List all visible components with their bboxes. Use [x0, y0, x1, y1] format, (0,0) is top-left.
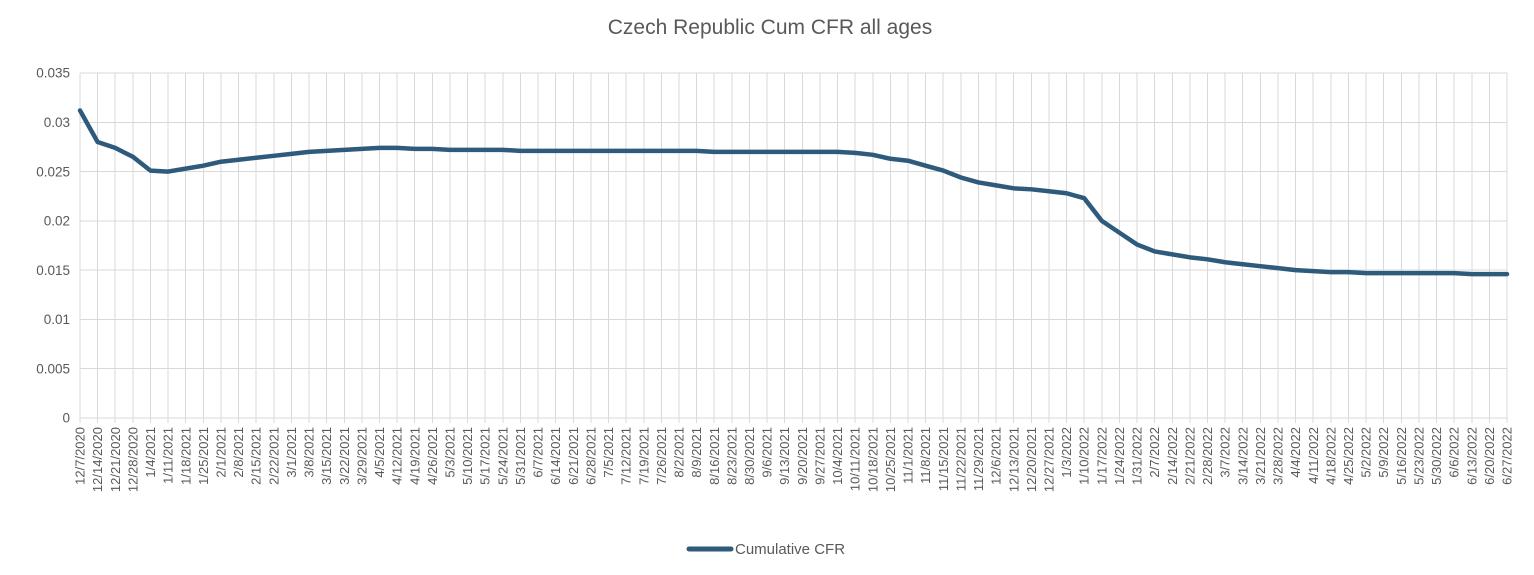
- x-tick-label: 2/8/2021: [231, 427, 246, 478]
- axis-layer: 0 0.005 0.01 0.015 0.02 0.025 0.03 0.035 12/7/20…: [36, 66, 1514, 492]
- chart-title: Czech Republic Cum CFR all ages: [608, 16, 932, 39]
- x-tick-label: 4/4/2022: [1288, 427, 1303, 478]
- x-tick-label: 3/29/2021: [354, 427, 369, 485]
- x-tick-label: 1/4/2021: [143, 427, 158, 478]
- x-tick-label: 2/28/2022: [1200, 427, 1215, 485]
- x-tick-label: 5/10/2021: [460, 427, 475, 485]
- x-tick-label: 1/18/2021: [178, 427, 193, 485]
- x-tick-label: 6/14/2021: [548, 427, 563, 485]
- x-tick-label: 2/15/2021: [249, 427, 264, 485]
- x-tick-label: 9/27/2021: [812, 427, 827, 485]
- cumulative-cfr-line: [77, 108, 1510, 277]
- series-layer: [77, 108, 1510, 277]
- x-tick-label: 11/29/2021: [971, 427, 986, 491]
- x-tick-label: 11/1/2021: [901, 427, 916, 484]
- x-tick-label: 6/21/2021: [566, 427, 581, 485]
- x-tick-label: 7/5/2021: [601, 427, 616, 478]
- x-tick-label: 6/20/2022: [1482, 427, 1497, 485]
- x-tick-label: 7/26/2021: [654, 427, 669, 485]
- x-tick-label: 6/7/2021: [531, 427, 546, 478]
- x-tick-label: 3/21/2022: [1253, 427, 1268, 485]
- x-tick-label: 5/31/2021: [513, 427, 528, 485]
- x-tick-label: 1/17/2022: [1094, 427, 1109, 485]
- x-tick-label: 5/9/2022: [1376, 427, 1391, 478]
- x-tick-label: 12/14/2020: [90, 427, 105, 492]
- x-tick-label: 7/19/2021: [636, 427, 651, 485]
- x-tick-label: 10/25/2021: [883, 427, 898, 492]
- x-tick-label: 3/28/2022: [1271, 427, 1286, 485]
- x-tick-label: 4/12/2021: [390, 427, 405, 485]
- x-tick-label: 8/23/2021: [724, 427, 739, 485]
- x-tick-label: 6/27/2022: [1500, 427, 1515, 485]
- x-tick-label: 5/3/2021: [443, 427, 458, 478]
- grid-layer: [79, 72, 1508, 419]
- x-tick-label: 1/10/2022: [1077, 427, 1092, 485]
- x-tick-label: 10/11/2021: [848, 427, 863, 491]
- x-tick-label: 12/6/2021: [989, 427, 1004, 485]
- x-tick-label: 8/9/2021: [689, 427, 704, 478]
- x-tick-label: 3/15/2021: [319, 427, 334, 485]
- x-tick-label: 4/25/2022: [1341, 427, 1356, 485]
- x-tick-label: 11/22/2021: [953, 427, 968, 491]
- x-tick-label: 5/24/2021: [495, 427, 510, 485]
- x-tick-label: 9/13/2021: [777, 427, 792, 485]
- x-tick-label: 3/14/2022: [1235, 427, 1250, 485]
- y-tick-label: 0.02: [44, 214, 70, 229]
- x-tick-label: 5/2/2022: [1359, 427, 1374, 478]
- y-tick-label: 0.035: [36, 66, 70, 81]
- x-tick-label: 11/8/2021: [918, 427, 933, 484]
- x-tick-label: 2/7/2022: [1147, 427, 1162, 478]
- x-tick-label: 8/2/2021: [672, 427, 687, 478]
- x-tick-label: 6/6/2022: [1447, 427, 1462, 478]
- x-tick-label: 7/12/2021: [619, 427, 634, 485]
- x-tick-label: 12/13/2021: [1006, 427, 1021, 492]
- x-tick-label: 9/6/2021: [760, 427, 775, 478]
- x-tick-label: 1/24/2022: [1112, 427, 1127, 485]
- y-tick-label: 0: [62, 411, 70, 426]
- x-tick-label: 6/28/2021: [583, 427, 598, 485]
- x-tick-label: 12/7/2020: [73, 427, 88, 485]
- x-tick-label: 11/15/2021: [936, 427, 951, 491]
- legend-label: Cumulative CFR: [735, 541, 845, 558]
- x-tick-label: 5/17/2021: [478, 427, 493, 485]
- y-tick-label: 0.03: [44, 115, 70, 130]
- legend: Cumulative CFR: [686, 541, 845, 558]
- x-tick-label: 1/25/2021: [196, 427, 211, 485]
- x-tick-label: 12/28/2020: [125, 427, 140, 492]
- x-tick-label: 3/1/2021: [284, 427, 299, 478]
- x-tick-label: 1/3/2022: [1059, 427, 1074, 478]
- y-tick-label: 0.01: [44, 312, 70, 327]
- x-tick-label: 3/7/2022: [1218, 427, 1233, 478]
- x-tick-label: 5/30/2022: [1429, 427, 1444, 485]
- y-tick-label: 0.005: [36, 361, 70, 376]
- x-tick-label: 2/22/2021: [266, 427, 281, 485]
- x-tick-label: 4/18/2022: [1323, 427, 1338, 485]
- y-tick-label: 0.015: [36, 263, 70, 278]
- x-tick-label: 12/21/2020: [108, 427, 123, 492]
- x-tick-label: 1/11/2021: [161, 427, 176, 484]
- x-tick-label: 1/31/2022: [1130, 427, 1145, 485]
- x-tick-label: 5/16/2022: [1394, 427, 1409, 485]
- x-tick-label: 2/21/2022: [1182, 427, 1197, 485]
- x-tick-label: 6/13/2022: [1464, 427, 1479, 485]
- x-tick-label: 10/4/2021: [830, 427, 845, 485]
- x-tick-label: 4/11/2022: [1306, 427, 1321, 484]
- x-tick-label: 2/14/2022: [1165, 427, 1180, 485]
- x-tick-label: 4/5/2021: [372, 427, 387, 478]
- x-tick-label: 8/30/2021: [742, 427, 757, 485]
- x-tick-label: 2/1/2021: [213, 427, 228, 478]
- x-tick-label: 3/22/2021: [337, 427, 352, 485]
- x-tick-label: 4/19/2021: [407, 427, 422, 485]
- x-tick-label: 12/20/2021: [1024, 427, 1039, 492]
- x-tick-label: 4/26/2021: [425, 427, 440, 485]
- x-tick-label: 8/16/2021: [707, 427, 722, 485]
- y-tick-label: 0.025: [36, 164, 70, 179]
- x-tick-label: 12/27/2021: [1042, 427, 1057, 492]
- x-tick-label: 9/20/2021: [795, 427, 810, 485]
- x-tick-label: 3/8/2021: [302, 427, 317, 478]
- x-tick-label: 5/23/2022: [1411, 427, 1426, 485]
- x-tick-label: 10/18/2021: [865, 427, 880, 492]
